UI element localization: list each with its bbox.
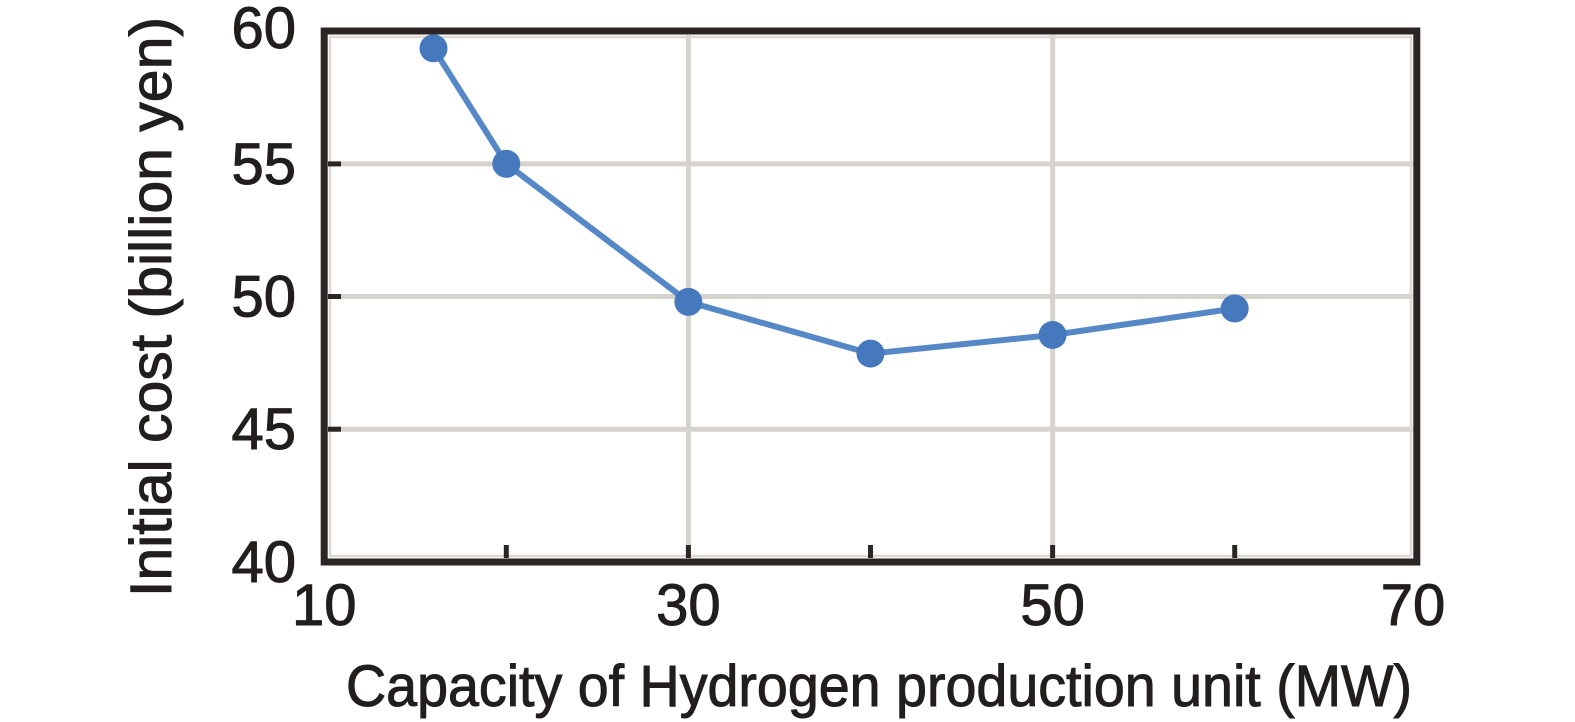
svg-text:45: 45: [231, 397, 296, 462]
svg-text:Capacity of Hydrogen productio: Capacity of Hydrogen production unit (MW…: [346, 654, 1412, 719]
svg-text:30: 30: [656, 573, 721, 638]
svg-text:Initial cost (billion yen): Initial cost (billion yen): [119, 17, 184, 597]
svg-text:50: 50: [1020, 573, 1085, 638]
svg-text:70: 70: [1381, 573, 1446, 638]
svg-text:10: 10: [292, 573, 357, 638]
svg-text:40: 40: [231, 530, 296, 595]
svg-text:50: 50: [231, 265, 296, 330]
svg-text:55: 55: [231, 132, 296, 197]
svg-text:60: 60: [231, 0, 296, 61]
